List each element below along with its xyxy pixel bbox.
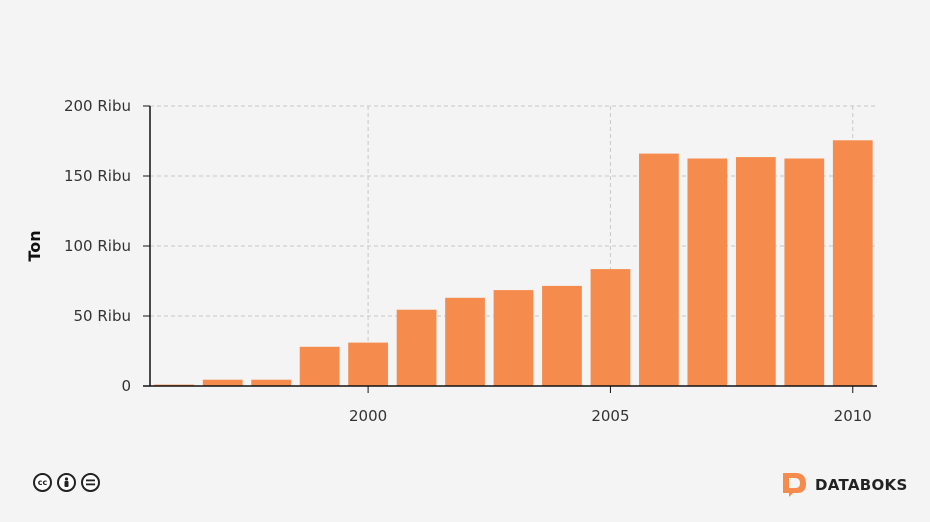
bar xyxy=(639,153,679,386)
y-tick-label: 200 Ribu xyxy=(64,97,131,115)
bar xyxy=(832,140,873,386)
attribution-icon xyxy=(57,473,76,492)
bar xyxy=(687,158,728,386)
bar xyxy=(396,309,437,386)
y-axis-title: Ton xyxy=(25,230,44,261)
bar xyxy=(542,285,582,386)
brand-name: DATABOKS xyxy=(815,476,908,494)
license-icons: cc xyxy=(33,473,100,492)
creative-commons-icon: cc xyxy=(33,473,52,492)
y-tick-label: 0 xyxy=(121,377,131,395)
x-axis-ticks: 2000 2005 2010 xyxy=(349,386,872,425)
bar xyxy=(202,379,243,386)
no-derivatives-icon xyxy=(81,473,100,492)
y-tick-label: 150 Ribu xyxy=(64,167,131,185)
databoks-logo: DATABOKS xyxy=(782,472,908,498)
y-tick-label: 50 Ribu xyxy=(74,307,131,325)
bar xyxy=(493,290,534,386)
y-axis-ticks: 0 50 Ribu 100 Ribu 150 Ribu 200 Ribu xyxy=(64,97,150,395)
bar xyxy=(445,297,485,386)
bar xyxy=(299,346,340,386)
y-tick-label: 100 Ribu xyxy=(64,237,131,255)
x-tick-label: 2005 xyxy=(591,407,629,425)
bar xyxy=(348,342,388,386)
databoks-logo-icon xyxy=(783,473,806,497)
x-tick-label: 2000 xyxy=(349,407,387,425)
bar xyxy=(735,157,776,386)
bar xyxy=(784,158,825,386)
bar xyxy=(590,269,631,386)
bars xyxy=(154,140,873,386)
bar xyxy=(251,379,292,386)
x-tick-label: 2010 xyxy=(834,407,872,425)
